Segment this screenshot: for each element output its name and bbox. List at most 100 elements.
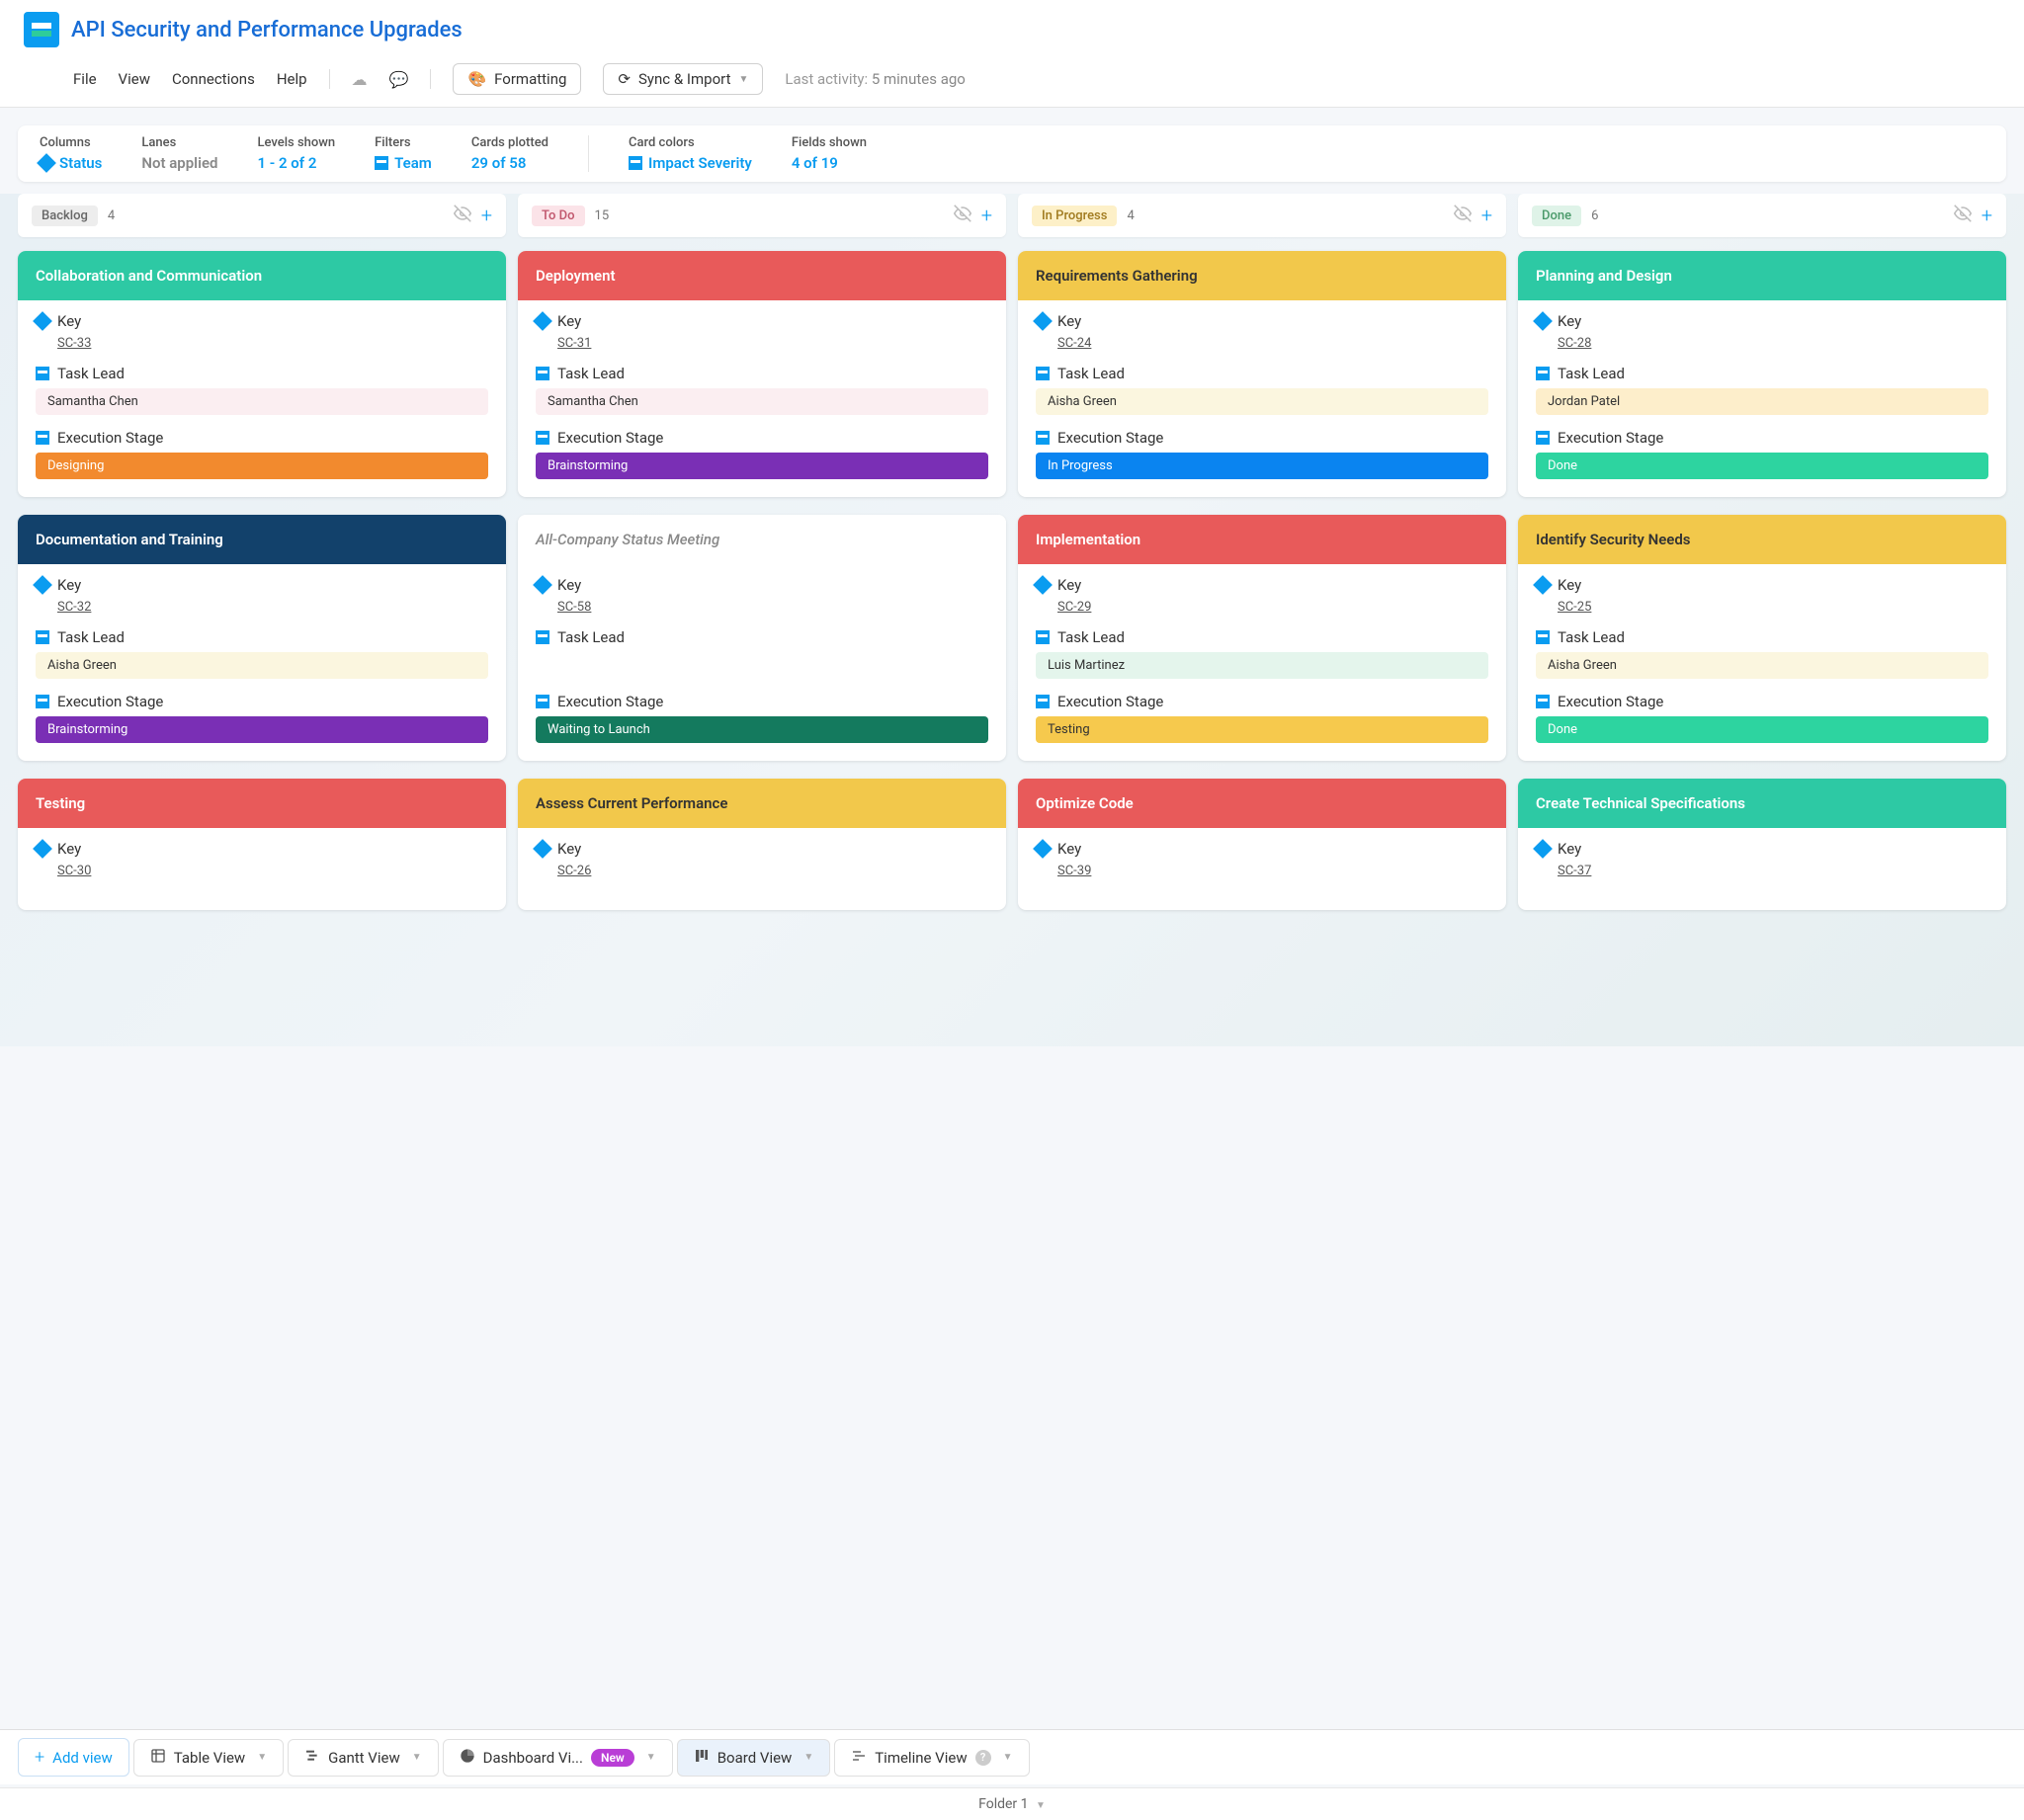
stage-label: Execution Stage bbox=[36, 693, 488, 710]
card[interactable]: Assess Current PerformanceKeySC-26 bbox=[518, 779, 1006, 910]
config-levels-shown[interactable]: Levels shown1 - 2 of 2 bbox=[257, 135, 335, 172]
card-body: KeySC-58Task Lead Execution StageWaiting… bbox=[518, 564, 1006, 761]
stage-label: Execution Stage bbox=[1536, 429, 1988, 447]
tab-gantt-view[interactable]: Gantt View▼ bbox=[288, 1739, 439, 1777]
add-card-button[interactable]: + bbox=[1481, 204, 1492, 227]
key-value[interactable]: SC-33 bbox=[57, 336, 488, 351]
config-lanes[interactable]: LanesNot applied bbox=[141, 135, 217, 172]
key-value[interactable]: SC-31 bbox=[557, 336, 988, 351]
menu-help[interactable]: Help bbox=[277, 70, 307, 88]
key-label: Key bbox=[1036, 312, 1488, 330]
card-body: KeySC-29Task LeadLuis MartinezExecution … bbox=[1018, 564, 1506, 761]
diamond-icon bbox=[33, 839, 52, 859]
column-pill: Done bbox=[1532, 206, 1581, 226]
tab-dashboard-vi-[interactable]: Dashboard Vi...New▼ bbox=[443, 1739, 673, 1777]
key-value[interactable]: SC-37 bbox=[1558, 864, 1988, 878]
key-value[interactable]: SC-24 bbox=[1057, 336, 1488, 351]
chevron-down-icon: ▼ bbox=[738, 74, 748, 85]
card-body: KeySC-31Task LeadSamantha ChenExecution … bbox=[518, 300, 1006, 497]
key-value[interactable]: SC-29 bbox=[1057, 600, 1488, 615]
config-value: Not applied bbox=[141, 154, 217, 172]
menu-connections[interactable]: Connections bbox=[172, 70, 255, 88]
key-value[interactable]: SC-26 bbox=[557, 864, 988, 878]
card[interactable]: Identify Security NeedsKeySC-25Task Lead… bbox=[1518, 515, 2006, 761]
config-cards-plotted[interactable]: Cards plotted29 of 58 bbox=[471, 135, 548, 172]
card-title: Deployment bbox=[518, 251, 1006, 300]
key-value[interactable]: SC-58 bbox=[557, 600, 988, 615]
hide-icon[interactable] bbox=[954, 205, 971, 226]
card[interactable]: Planning and DesignKeySC-28Task LeadJord… bbox=[1518, 251, 2006, 497]
menu-view[interactable]: View bbox=[119, 70, 150, 88]
chevron-down-icon[interactable]: ▼ bbox=[1003, 1752, 1013, 1763]
card[interactable]: Create Technical SpecificationsKeySC-37 bbox=[1518, 779, 2006, 910]
board-icon bbox=[694, 1748, 710, 1768]
square-icon bbox=[536, 630, 549, 644]
square-icon bbox=[1036, 695, 1050, 708]
card[interactable]: ImplementationKeySC-29Task LeadLuis Mart… bbox=[1018, 515, 1506, 761]
add-card-button[interactable]: + bbox=[481, 204, 492, 227]
tab-table-view[interactable]: Table View▼ bbox=[133, 1739, 284, 1777]
lead-value: Aisha Green bbox=[1036, 388, 1488, 415]
card[interactable]: Optimize CodeKeySC-39 bbox=[1018, 779, 1506, 910]
card-body: KeySC-30 bbox=[18, 828, 506, 910]
key-value[interactable]: SC-30 bbox=[57, 864, 488, 878]
lead-label: Task Lead bbox=[536, 365, 988, 382]
chevron-down-icon[interactable]: ▼ bbox=[257, 1752, 267, 1763]
card[interactable]: Requirements GatheringKeySC-24Task LeadA… bbox=[1018, 251, 1506, 497]
hide-icon[interactable] bbox=[454, 205, 471, 226]
config-card-colors[interactable]: Card colorsImpact Severity bbox=[629, 135, 752, 172]
config-fields-shown[interactable]: Fields shown4 of 19 bbox=[792, 135, 867, 172]
card[interactable]: DeploymentKeySC-31Task LeadSamantha Chen… bbox=[518, 251, 1006, 497]
tab-timeline-view[interactable]: Timeline View?▼ bbox=[834, 1739, 1029, 1777]
key-value[interactable]: SC-39 bbox=[1057, 864, 1488, 878]
formatting-button[interactable]: 🎨 Formatting bbox=[453, 63, 581, 95]
diamond-icon bbox=[533, 311, 552, 331]
add-view-button[interactable]: +Add view bbox=[18, 1738, 129, 1777]
comment-icon[interactable]: 💬 bbox=[389, 70, 409, 89]
square-icon bbox=[1036, 630, 1050, 644]
stage-value: Brainstorming bbox=[36, 716, 488, 743]
key-label: Key bbox=[1036, 840, 1488, 858]
card-title: Testing bbox=[18, 779, 506, 828]
config-filters[interactable]: FiltersTeam bbox=[375, 135, 432, 172]
card[interactable]: All-Company Status MeetingKeySC-58Task L… bbox=[518, 515, 1006, 761]
card-title: Create Technical Specifications bbox=[1518, 779, 2006, 828]
hide-icon[interactable] bbox=[1454, 205, 1472, 226]
column-pill: Backlog bbox=[32, 206, 98, 226]
tab-board-view[interactable]: Board View▼ bbox=[677, 1739, 831, 1777]
folder-bar[interactable]: Folder 1 ▼ bbox=[0, 1787, 2024, 1820]
lead-value: Aisha Green bbox=[36, 652, 488, 679]
stage-value: Brainstorming bbox=[536, 453, 988, 479]
card-title: Requirements Gathering bbox=[1018, 251, 1506, 300]
key-label: Key bbox=[1036, 576, 1488, 594]
card-title: Collaboration and Communication bbox=[18, 251, 506, 300]
card[interactable]: Documentation and TrainingKeySC-32Task L… bbox=[18, 515, 506, 761]
lead-label: Task Lead bbox=[1036, 628, 1488, 646]
config-label: Card colors bbox=[629, 135, 752, 150]
square-icon bbox=[536, 695, 549, 708]
add-card-button[interactable]: + bbox=[981, 204, 992, 227]
sync-import-button[interactable]: ⟳ Sync & Import ▼ bbox=[603, 63, 763, 95]
card[interactable]: Collaboration and CommunicationKeySC-33T… bbox=[18, 251, 506, 497]
card[interactable]: TestingKeySC-30 bbox=[18, 779, 506, 910]
hide-icon[interactable] bbox=[1954, 205, 1972, 226]
lead-value: Luis Martinez bbox=[1036, 652, 1488, 679]
stage-label: Execution Stage bbox=[1036, 429, 1488, 447]
chevron-down-icon[interactable]: ▼ bbox=[803, 1752, 813, 1763]
card-body: KeySC-24Task LeadAisha GreenExecution St… bbox=[1018, 300, 1506, 497]
card-body: KeySC-26 bbox=[518, 828, 1006, 910]
chevron-down-icon[interactable]: ▼ bbox=[646, 1752, 656, 1763]
chevron-down-icon[interactable]: ▼ bbox=[412, 1752, 422, 1763]
help-icon[interactable]: ? bbox=[975, 1750, 991, 1766]
config-columns[interactable]: ColumnsStatus bbox=[40, 135, 102, 172]
key-value[interactable]: SC-25 bbox=[1558, 600, 1988, 615]
key-value[interactable]: SC-28 bbox=[1558, 336, 1988, 351]
square-icon bbox=[1536, 630, 1550, 644]
diamond-icon bbox=[37, 153, 56, 173]
cloud-icon[interactable]: ☁ bbox=[352, 70, 368, 89]
add-card-button[interactable]: + bbox=[1982, 204, 1992, 227]
menu-file[interactable]: File bbox=[73, 70, 97, 88]
key-label: Key bbox=[1536, 576, 1988, 594]
key-value[interactable]: SC-32 bbox=[57, 600, 488, 615]
diamond-icon bbox=[1033, 311, 1053, 331]
